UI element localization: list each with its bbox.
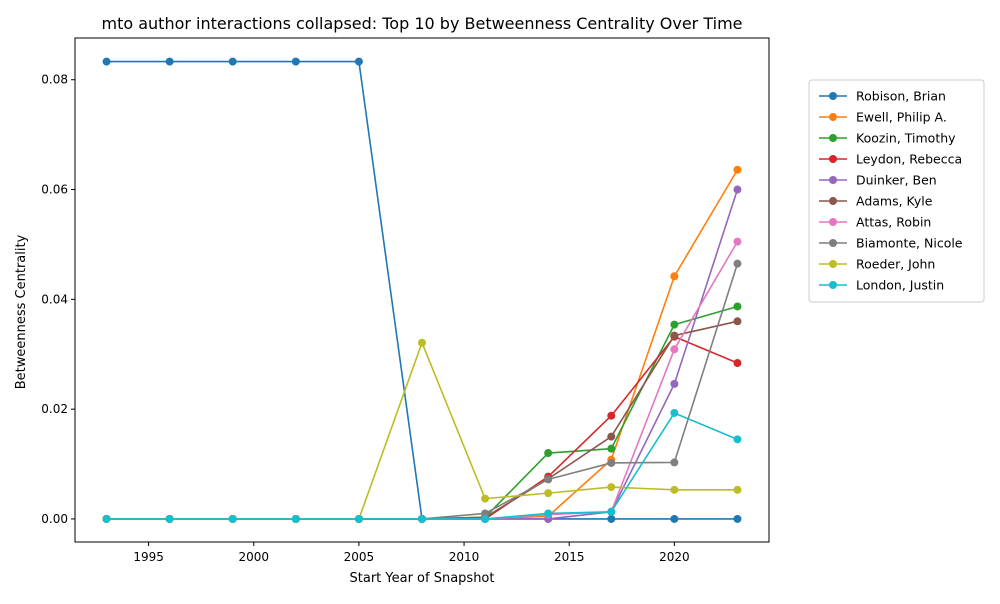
legend-label: Ewell, Philip A. — [856, 110, 947, 125]
data-point — [228, 57, 237, 66]
data-point — [418, 338, 426, 347]
legend-marker — [829, 155, 837, 163]
data-point — [733, 259, 742, 268]
legend-marker — [829, 92, 837, 100]
legend-entry: Koozin, Timothy — [819, 131, 956, 146]
data-point — [670, 379, 679, 388]
legend-marker — [829, 134, 837, 142]
data-point — [670, 458, 679, 467]
legend-label: Roeder, John — [856, 257, 935, 272]
data-point — [228, 514, 237, 523]
data-point — [354, 57, 363, 66]
data-point — [607, 444, 616, 453]
data-point — [733, 185, 742, 194]
legend-marker — [829, 239, 837, 247]
data-point — [607, 432, 616, 441]
legend-label: Adams, Kyle — [856, 194, 933, 209]
legend-marker — [829, 281, 837, 289]
legend: Robison, Brian Ewell, Philip A. Koozin, Ti… — [808, 79, 985, 303]
legend-marker — [829, 176, 837, 184]
legend-label: Robison, Brian — [856, 89, 946, 104]
legend-entry: Robison, Brian — [819, 89, 946, 104]
data-point — [544, 509, 553, 518]
legend-entry: Attas, Robin — [819, 215, 931, 230]
data-point — [733, 514, 742, 523]
data-point — [733, 435, 742, 444]
series-9 — [102, 408, 742, 523]
data-point — [670, 320, 679, 329]
data-point — [733, 359, 742, 368]
data-point — [291, 514, 300, 523]
legend-entry: Duinker, Ben — [819, 173, 937, 188]
y-tick-label: 0.06 — [41, 183, 68, 197]
plot-frame — [74, 37, 770, 543]
data-point — [102, 514, 111, 523]
plot-area: 1995 2000 2005 2010 2015 2020 0.00 0.02 0.04 0.06… — [41, 57, 742, 564]
data-point — [481, 509, 490, 518]
legend-label: Duinker, Ben — [856, 173, 937, 188]
legend-marker — [829, 260, 837, 268]
legend-entry: London, Justin — [819, 278, 944, 293]
data-point — [670, 485, 679, 494]
data-point — [733, 485, 742, 494]
x-tick-label: 1995 — [133, 550, 164, 564]
legend-entry: Biamonte, Nicole — [819, 236, 963, 251]
x-tick-label: 2015 — [554, 550, 585, 564]
chart-title: mto author interactions collapsed: Top 1… — [102, 14, 743, 33]
data-point — [354, 514, 363, 523]
x-tick-label: 2010 — [449, 550, 480, 564]
y-axis-label: Betweenness Centrality — [14, 234, 29, 389]
data-point — [607, 514, 616, 523]
data-point — [733, 165, 742, 174]
data-point — [670, 408, 679, 417]
data-point — [670, 272, 679, 281]
legend-marker — [829, 218, 837, 226]
data-point — [670, 345, 679, 354]
data-point — [607, 507, 616, 516]
legend-label: Koozin, Timothy — [856, 131, 956, 146]
legend-entry: Ewell, Philip A. — [819, 110, 947, 125]
x-tick-label: 2000 — [238, 550, 269, 564]
data-point — [607, 458, 616, 467]
legend-entry: Adams, Kyle — [819, 194, 933, 209]
data-point — [670, 514, 679, 523]
legend-marker — [829, 113, 837, 121]
y-tick-label: 0.02 — [41, 402, 68, 416]
data-point — [165, 57, 174, 66]
legend-label: London, Justin — [856, 278, 944, 293]
data-point — [418, 514, 426, 523]
data-point — [733, 317, 742, 326]
x-axis-label: Start Year of Snapshot — [350, 571, 495, 586]
data-point — [670, 331, 679, 340]
legend-box — [808, 79, 985, 303]
legend-label: Leydon, Rebecca — [856, 152, 962, 167]
legend-entry: Leydon, Rebecca — [819, 152, 962, 167]
data-point — [607, 483, 616, 492]
data-point — [544, 489, 553, 498]
legend-label: Attas, Robin — [856, 215, 931, 230]
data-point — [165, 514, 174, 523]
data-point — [733, 237, 742, 246]
y-tick-label: 0.04 — [41, 292, 68, 306]
data-point — [544, 449, 553, 458]
data-point — [544, 475, 553, 484]
legend-label: Biamonte, Nicole — [856, 236, 963, 251]
x-tick-label: 2020 — [659, 550, 690, 564]
y-tick-label: 0.00 — [41, 512, 68, 526]
data-point — [481, 514, 490, 523]
data-point — [102, 57, 111, 66]
legend-entry: Roeder, John — [819, 257, 935, 272]
data-point — [733, 302, 742, 311]
data-point — [607, 411, 616, 420]
y-tick-label: 0.08 — [41, 73, 68, 87]
data-point — [481, 494, 490, 503]
data-point — [291, 57, 300, 66]
legend-marker — [829, 197, 837, 205]
x-tick-label: 2005 — [344, 550, 375, 564]
